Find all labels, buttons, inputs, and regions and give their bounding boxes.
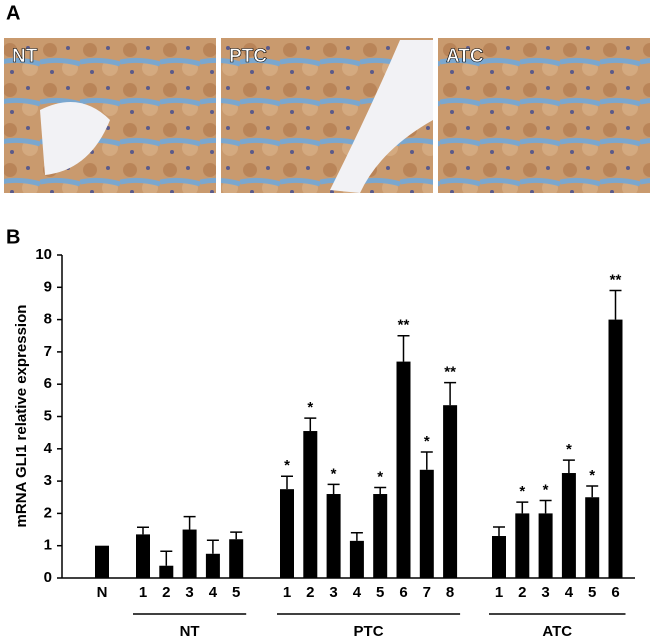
error-bar: [327, 483, 340, 495]
bar: [608, 319, 623, 578]
bar: [349, 540, 364, 578]
lumen: [330, 40, 433, 193]
group-label: NT: [180, 623, 200, 639]
y-tick-label: 5: [44, 407, 52, 424]
y-tick-label: 9: [44, 278, 52, 295]
significance: *: [543, 481, 549, 498]
bar: [515, 513, 530, 578]
error-bar: [444, 381, 457, 406]
x-tick-label: 1: [139, 584, 147, 601]
y-axis-label: mRNA GLI1 relative expression: [13, 305, 30, 528]
x-tick-label: 3: [541, 584, 549, 601]
x-tick-label: 3: [185, 584, 193, 601]
x-tick-label: 2: [306, 584, 314, 601]
bar: [95, 545, 109, 578]
bar: [419, 469, 434, 578]
x-tick-label: 3: [329, 584, 337, 601]
significance: **: [610, 271, 622, 288]
error-bar: [206, 539, 219, 554]
error-bar: [586, 485, 599, 498]
y-tick-label: 7: [44, 343, 52, 360]
error-bar: [183, 515, 196, 530]
bar: [326, 494, 341, 578]
x-tick-label: 6: [611, 584, 619, 601]
x-tick-label: 8: [446, 584, 454, 601]
y-tick-label: 1: [44, 537, 52, 554]
image-label: ATC: [446, 46, 484, 67]
error-bar: [160, 550, 173, 566]
error-bar: [397, 335, 410, 362]
bar: [492, 536, 506, 578]
y-tick-label: 8: [44, 311, 52, 328]
x-tick-label: 2: [162, 584, 170, 601]
significance: *: [377, 469, 383, 486]
x-tick-label: 5: [232, 584, 240, 601]
x-tick-label: 1: [283, 584, 291, 601]
significance: *: [331, 465, 337, 482]
error-bar: [562, 459, 575, 474]
bar: [443, 405, 458, 578]
y-tick-label: 0: [44, 569, 52, 586]
significance: *: [307, 399, 313, 416]
significance: *: [519, 483, 525, 500]
x-tick-label: 4: [565, 584, 574, 601]
significance: *: [566, 441, 572, 458]
x-tick-label: 7: [423, 584, 431, 601]
significance: *: [284, 457, 290, 474]
error-bar: [304, 417, 317, 432]
significance: *: [424, 433, 430, 450]
bar: [205, 553, 220, 578]
x-tick-label: 6: [399, 584, 407, 601]
x-tick-label: 4: [209, 584, 218, 601]
group-label: PTC: [354, 623, 384, 639]
bar: [585, 497, 600, 578]
panel-letter: A: [6, 2, 20, 24]
error-bar: [493, 526, 505, 537]
error-bar: [374, 486, 387, 495]
bar: [396, 361, 411, 578]
y-tick-label: 2: [44, 504, 52, 521]
bar: [280, 489, 294, 578]
error-bar: [281, 475, 293, 490]
bar: [159, 565, 174, 578]
y-tick-label: 4: [44, 440, 53, 457]
error-bar: [539, 499, 552, 514]
y-tick-label: 6: [44, 375, 52, 392]
y-tick-label: 10: [35, 246, 52, 263]
error-bar: [350, 532, 363, 541]
x-tick-label: 5: [376, 584, 384, 601]
significance: **: [398, 317, 410, 334]
error-bar: [230, 531, 243, 540]
bar: [561, 473, 576, 578]
histology-image: [438, 38, 650, 193]
significance: **: [444, 364, 456, 381]
image-label: NT: [12, 46, 38, 67]
error-bar: [137, 526, 149, 535]
bar: [182, 529, 197, 578]
bar: [229, 539, 244, 578]
error-bar: [516, 501, 529, 514]
bar: [538, 513, 553, 578]
x-tick-label: 1: [495, 584, 503, 601]
bar: [373, 494, 388, 578]
x-tick-label: 2: [518, 584, 526, 601]
y-tick-label: 3: [44, 472, 52, 489]
bar: [303, 431, 318, 578]
error-bar: [420, 451, 433, 470]
x-tick-label: 5: [588, 584, 596, 601]
panel-letter: B: [6, 226, 20, 248]
significance: *: [589, 467, 595, 484]
group-label: ATC: [542, 623, 572, 639]
lumen: [40, 102, 110, 175]
image-label: PTC: [229, 46, 267, 67]
histology-image: [4, 38, 216, 193]
bar: [136, 534, 150, 578]
x-tick-label: 4: [353, 584, 362, 601]
error-bar: [609, 289, 622, 320]
x-tick-label: N: [97, 584, 108, 601]
